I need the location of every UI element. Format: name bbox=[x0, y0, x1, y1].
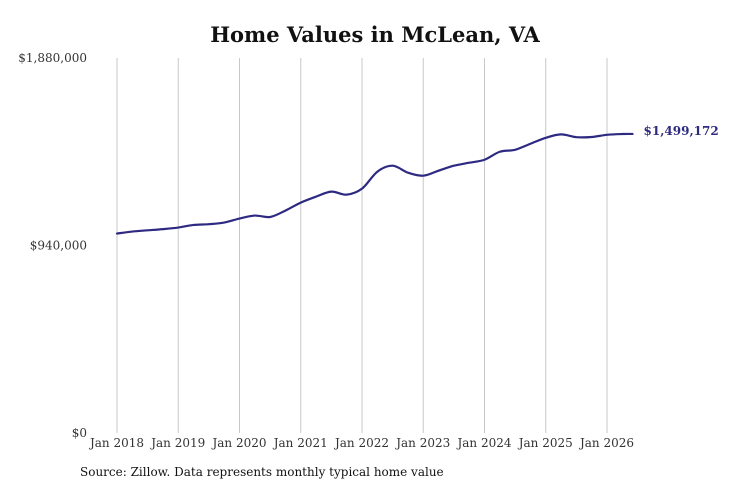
y-tick-label: $940,000 bbox=[30, 239, 87, 253]
x-tick-label: Jan 2026 bbox=[578, 436, 634, 450]
source-note: Source: Zillow. Data represents monthly … bbox=[80, 465, 444, 479]
gridlines bbox=[116, 58, 608, 433]
end-value-label: $1,499,172 bbox=[644, 124, 719, 138]
x-tick-label: Jan 2022 bbox=[333, 436, 389, 450]
x-tick-label: Jan 2025 bbox=[517, 436, 573, 450]
x-tick-label: Jan 2018 bbox=[88, 436, 144, 450]
x-tick-label: Jan 2023 bbox=[394, 436, 450, 450]
x-tick-label: Jan 2020 bbox=[210, 436, 266, 450]
x-tick-label: Jan 2019 bbox=[149, 436, 205, 450]
y-tick-label: $1,880,000 bbox=[18, 51, 87, 65]
x-tick-label: Jan 2021 bbox=[272, 436, 328, 450]
series-line bbox=[115, 132, 634, 235]
y-axis-labels: $0 $940,000 $1,880,000 bbox=[18, 51, 87, 440]
x-axis-labels: Jan 2018 Jan 2019 Jan 2020 Jan 2021 Jan 2022… bbox=[88, 436, 634, 450]
chart-title: Home Values in McLean, VA bbox=[210, 22, 540, 47]
y-tick-label: $0 bbox=[72, 426, 87, 440]
x-tick-label: Jan 2024 bbox=[455, 436, 511, 450]
